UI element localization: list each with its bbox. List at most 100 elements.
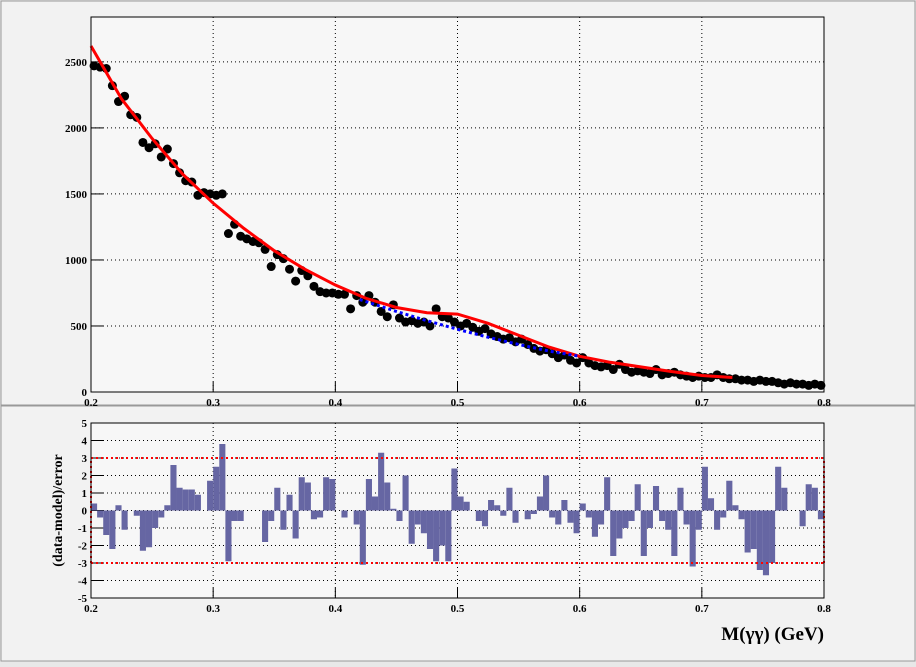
pull-bar — [506, 487, 513, 511]
pull-bar — [707, 498, 715, 511]
x-tick-label: 0.5 — [451, 397, 465, 409]
pull-bar — [152, 510, 159, 528]
pull-bar — [133, 510, 140, 516]
pull-bar — [390, 508, 397, 511]
pull-bar — [597, 510, 605, 525]
pull-bar — [274, 487, 281, 511]
pull-bar — [775, 466, 782, 511]
pull-bar — [750, 510, 757, 549]
y-axis-title: (data-model)/error — [51, 454, 66, 566]
x-tick-label: 0.2 — [84, 603, 98, 615]
data-point — [285, 264, 295, 274]
x-axis-title: M(γγ) (GeV) — [721, 624, 824, 645]
y-tick-label: 0 — [82, 387, 88, 399]
pull-bar — [567, 510, 574, 523]
y-tick-label: 3 — [82, 453, 88, 465]
pull-bar — [384, 482, 391, 511]
x-tick-label: 0.6 — [573, 397, 587, 409]
data-point — [162, 144, 172, 154]
pull-bar — [726, 480, 733, 511]
pull-bar — [292, 510, 299, 539]
pull-bar — [500, 510, 507, 516]
data-point — [480, 324, 490, 334]
y-tick-label: 5 — [82, 418, 88, 430]
x-tick-label: 0.4 — [328, 397, 342, 409]
pull-bar — [207, 480, 214, 511]
pull-bar — [622, 510, 629, 528]
pull-bar — [286, 494, 293, 511]
y-tick-label: -3 — [78, 558, 88, 570]
pull-bar — [543, 475, 550, 511]
data-point — [138, 137, 148, 147]
pull-bar — [732, 505, 739, 511]
pull-bar — [579, 503, 586, 511]
pull-bar — [616, 510, 623, 539]
pull-bar — [145, 510, 153, 548]
pull-bar — [695, 510, 702, 530]
pull-bar — [262, 510, 269, 542]
pull-bar — [451, 468, 458, 511]
pull-bar — [188, 489, 195, 511]
x-tick-label: 0.3 — [206, 397, 220, 409]
pull-bar — [683, 510, 690, 525]
pull-bar — [561, 500, 568, 511]
pull-bar — [494, 505, 501, 511]
x-tick-label: 0.6 — [573, 603, 587, 615]
pull-bar — [555, 510, 562, 525]
pull-bar — [97, 510, 104, 518]
y-tick-label: -5 — [78, 593, 88, 605]
x-tick-label: 0.7 — [695, 603, 709, 615]
plot-border — [90, 16, 825, 393]
y-tick-label: -1 — [78, 523, 87, 535]
pull-bar — [103, 510, 110, 535]
y-tick-label: -4 — [78, 576, 88, 588]
pull-bar — [756, 510, 763, 570]
pull-bar — [610, 510, 617, 556]
pull-bar — [176, 487, 183, 511]
pull-bar — [634, 484, 641, 511]
pull-bar — [396, 510, 403, 521]
y-tick-label: 2500 — [65, 57, 88, 69]
pull-bar — [341, 510, 348, 518]
pull-bar — [365, 479, 372, 511]
data-point — [608, 365, 618, 375]
data-point — [217, 189, 227, 199]
pull-bar — [219, 444, 226, 511]
pull-bar — [371, 496, 379, 511]
pull-bar — [420, 510, 427, 534]
pull-bar — [646, 510, 653, 528]
x-tick-label: 0.3 — [206, 603, 220, 615]
pull-bar — [549, 510, 556, 518]
pull-bar — [640, 510, 647, 556]
x-tick-label: 0.7 — [695, 397, 709, 409]
data-point — [223, 229, 233, 239]
pull-bar — [799, 510, 806, 527]
data-point — [816, 380, 826, 390]
pull-bar — [359, 510, 366, 565]
y-tick-label: 0 — [82, 506, 88, 518]
pull-bar — [604, 477, 611, 511]
pull-bar — [665, 510, 672, 530]
pull-bar — [811, 487, 818, 511]
pull-bar — [317, 510, 324, 518]
pull-bar — [652, 486, 660, 511]
pull-bar — [781, 487, 788, 511]
pull-bar — [714, 510, 721, 530]
pull-bar — [353, 510, 360, 525]
data-point — [156, 152, 166, 162]
pull-bar — [139, 510, 146, 551]
pull-bar — [329, 479, 336, 511]
x-tick-label: 0.4 — [328, 603, 342, 615]
pull-bar — [213, 466, 220, 511]
pull-bar — [402, 475, 409, 511]
y-tick-label: -2 — [78, 541, 88, 553]
pull-bar — [304, 482, 311, 511]
y-tick-label: 1000 — [65, 255, 88, 267]
pull-bar — [225, 510, 232, 562]
pull-bar — [573, 510, 580, 534]
pull-bar — [659, 510, 666, 521]
data-point — [309, 281, 319, 291]
x-tick-label: 0.8 — [817, 603, 831, 615]
